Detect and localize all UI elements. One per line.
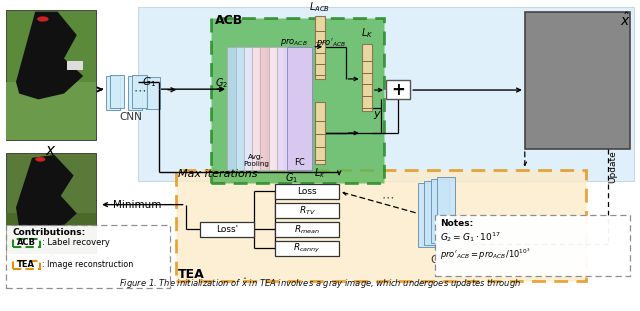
Bar xyxy=(252,47,266,169)
Text: ACB: ACB xyxy=(17,239,36,248)
Text: $G_1$: $G_1$ xyxy=(285,172,298,185)
Text: $\hat{x}$: $\hat{x}$ xyxy=(46,255,56,272)
FancyBboxPatch shape xyxy=(386,80,410,100)
Bar xyxy=(424,181,442,245)
Text: $\cdots$: $\cdots$ xyxy=(381,191,394,204)
Text: Loss': Loss' xyxy=(216,225,238,234)
Text: $\hat{x}$: $\hat{x}$ xyxy=(620,12,630,29)
FancyBboxPatch shape xyxy=(315,16,325,79)
Bar xyxy=(236,47,250,169)
Text: TEA: TEA xyxy=(178,268,205,281)
Bar xyxy=(132,75,147,109)
Text: FC: FC xyxy=(294,158,305,167)
Text: Loss: Loss xyxy=(298,187,317,196)
FancyBboxPatch shape xyxy=(525,12,630,149)
Bar xyxy=(146,77,160,109)
Text: Update: Update xyxy=(609,150,618,183)
Text: $pro'_{ACB}$: $pro'_{ACB}$ xyxy=(316,36,346,49)
Text: Contributions:: Contributions: xyxy=(13,228,86,237)
FancyBboxPatch shape xyxy=(287,47,312,169)
Text: +: + xyxy=(391,81,405,99)
Text: $y$: $y$ xyxy=(373,109,382,122)
FancyBboxPatch shape xyxy=(13,261,40,269)
Polygon shape xyxy=(16,12,83,100)
Text: $\cdots$: $\cdots$ xyxy=(133,84,146,96)
FancyBboxPatch shape xyxy=(275,184,339,199)
Text: Max iterations: Max iterations xyxy=(178,169,257,179)
Text: $pro'_{ACB} = pro_{ACB}/ 10^{10^3}$: $pro'_{ACB} = pro_{ACB}/ 10^{10^3}$ xyxy=(440,247,531,262)
FancyBboxPatch shape xyxy=(6,10,96,140)
Text: $L_k$: $L_k$ xyxy=(314,166,326,180)
Text: : Label recovery: : Label recovery xyxy=(42,239,110,248)
Bar xyxy=(227,47,241,169)
Text: $L_{ACB}$: $L_{ACB}$ xyxy=(310,0,330,14)
Text: CNN: CNN xyxy=(430,255,453,265)
FancyBboxPatch shape xyxy=(6,82,96,140)
Bar xyxy=(244,47,258,169)
Bar xyxy=(418,183,436,247)
Text: $pro_{ACB}$: $pro_{ACB}$ xyxy=(280,36,307,49)
FancyBboxPatch shape xyxy=(138,7,634,181)
Bar xyxy=(277,47,291,169)
Text: ACB: ACB xyxy=(215,14,243,27)
Text: Notes:: Notes: xyxy=(440,219,474,228)
FancyBboxPatch shape xyxy=(275,203,339,218)
Text: $R_{mean}$: $R_{mean}$ xyxy=(294,223,320,236)
FancyBboxPatch shape xyxy=(275,241,339,256)
Polygon shape xyxy=(16,155,77,234)
Text: $G_2$: $G_2$ xyxy=(215,77,228,90)
Text: Minimum: Minimum xyxy=(113,200,162,210)
Text: $L_K$: $L_K$ xyxy=(360,26,373,40)
Text: : Image reconstruction: : Image reconstruction xyxy=(42,260,134,269)
FancyBboxPatch shape xyxy=(13,239,40,247)
Bar xyxy=(106,76,120,110)
Text: CNN: CNN xyxy=(120,112,143,122)
Bar xyxy=(128,76,142,110)
Text: $G_2 = G_1 \cdot 10^{17}$: $G_2 = G_1 \cdot 10^{17}$ xyxy=(440,230,501,244)
Text: $G_1$: $G_1$ xyxy=(142,75,156,89)
FancyBboxPatch shape xyxy=(275,222,339,237)
FancyBboxPatch shape xyxy=(176,169,586,281)
Bar xyxy=(110,75,124,109)
Text: $R_{TV}$: $R_{TV}$ xyxy=(299,204,316,217)
FancyBboxPatch shape xyxy=(6,213,96,253)
FancyBboxPatch shape xyxy=(6,225,170,288)
FancyBboxPatch shape xyxy=(6,153,96,253)
Bar xyxy=(437,177,455,241)
Text: Figure 1. The initialization of $\hat{x}$ in TEA involves a gray image, which un: Figure 1. The initialization of $\hat{x}… xyxy=(119,276,521,291)
Bar xyxy=(260,47,275,169)
FancyBboxPatch shape xyxy=(200,222,254,237)
Bar xyxy=(431,179,449,243)
Text: TEA: TEA xyxy=(17,260,35,269)
FancyBboxPatch shape xyxy=(211,17,384,183)
Text: $x$: $x$ xyxy=(45,143,57,158)
Circle shape xyxy=(37,16,49,22)
FancyBboxPatch shape xyxy=(435,215,630,276)
Text: Avg-
Pooling: Avg- Pooling xyxy=(243,154,269,167)
FancyBboxPatch shape xyxy=(67,61,83,70)
Text: $R_{canny}$: $R_{canny}$ xyxy=(294,242,321,255)
Circle shape xyxy=(35,157,45,162)
FancyBboxPatch shape xyxy=(315,102,325,164)
Bar xyxy=(269,47,283,169)
FancyBboxPatch shape xyxy=(362,44,372,111)
